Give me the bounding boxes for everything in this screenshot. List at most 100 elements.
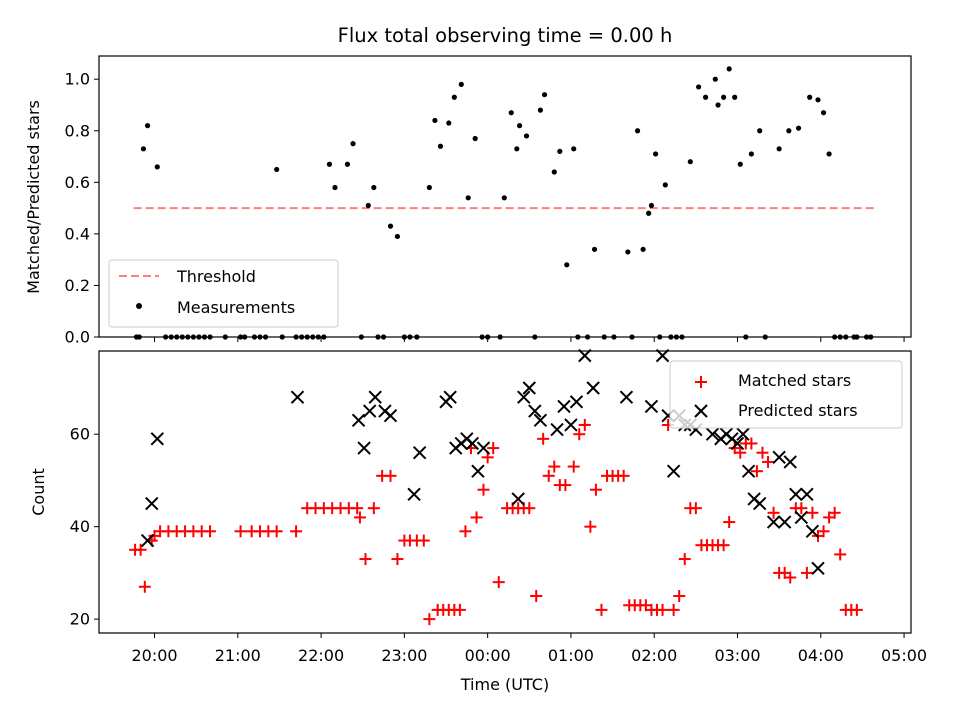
- measurement-point: [584, 334, 591, 340]
- matched-star-point: [806, 506, 819, 519]
- measurement-point: [174, 334, 180, 340]
- matched-star-point: [850, 603, 863, 616]
- measurement-point: [358, 334, 364, 340]
- measurement-point: [163, 334, 169, 340]
- measurement-point: [262, 334, 269, 340]
- measurement-point: [564, 262, 570, 268]
- top-y-tick-label: 0.0: [65, 328, 90, 347]
- measurement-point: [207, 334, 213, 340]
- matched-star-point: [523, 502, 536, 515]
- measurement-point: [479, 334, 485, 340]
- measurement-point: [310, 334, 316, 340]
- measurement-point: [523, 133, 530, 139]
- measurement-point: [571, 146, 577, 152]
- chart-title: Flux total observing time = 0.00 h: [338, 24, 673, 47]
- measurement-point: [737, 161, 743, 167]
- matched-star-point: [134, 543, 147, 556]
- x-tick-label: 02:00: [631, 646, 677, 665]
- measurement-point: [541, 92, 548, 98]
- measurement-point: [653, 151, 659, 157]
- measurement-point: [807, 94, 813, 100]
- measurement-point: [640, 246, 646, 252]
- matched-star-point: [367, 502, 380, 515]
- measurement-point: [557, 148, 563, 154]
- matched-star-point: [138, 580, 151, 593]
- measurement-point: [673, 334, 680, 340]
- matched-star-point: [784, 571, 797, 584]
- matched-star-point: [689, 502, 702, 515]
- measurement-point: [237, 334, 244, 340]
- measurement-point: [715, 102, 721, 108]
- measurement-point: [591, 246, 598, 252]
- measurement-point: [196, 334, 202, 340]
- measurement-point: [344, 161, 351, 167]
- predicted-star-point: [705, 427, 720, 441]
- x-tick-label: 00:00: [465, 646, 511, 665]
- matched-star-point: [453, 603, 466, 616]
- measurement-point: [394, 233, 401, 240]
- measurement-point: [625, 249, 631, 255]
- matched-star-point: [359, 553, 372, 566]
- measurement-point: [407, 334, 413, 340]
- matched-star-point: [459, 525, 472, 538]
- predicted-star-point: [362, 404, 377, 418]
- measurement-point: [144, 123, 151, 129]
- x-tick-label: 05:00: [881, 646, 927, 665]
- measurement-point: [501, 195, 507, 201]
- matched-star-point: [745, 437, 758, 450]
- predicted-star-point: [644, 399, 659, 414]
- measurement-point: [401, 334, 407, 340]
- matched-star-point: [800, 566, 813, 579]
- measurement-point: [634, 128, 641, 134]
- measurement-point: [551, 169, 557, 175]
- measurement-point: [843, 334, 849, 340]
- measurement-point: [868, 334, 874, 340]
- measurement-point: [648, 202, 655, 209]
- predicted-star-point: [383, 409, 398, 423]
- predicted-star-point: [476, 441, 491, 455]
- measurement-point: [458, 81, 464, 87]
- measurement-point: [371, 184, 377, 191]
- measurement-point: [726, 66, 732, 72]
- x-axis-label: Time (UTC): [460, 675, 549, 694]
- predicted-star-point: [666, 464, 681, 478]
- measurement-point: [837, 334, 843, 340]
- matched-star-point: [795, 502, 808, 515]
- matched-star-point: [530, 590, 543, 603]
- measurement-point: [154, 164, 160, 170]
- top-legend-measurements-label: Measurements: [177, 298, 295, 317]
- measurement-point: [721, 94, 727, 100]
- matched-star-point: [717, 539, 730, 552]
- predicted-star-point: [443, 390, 457, 404]
- predicted-star-point: [465, 436, 480, 451]
- predicted-star-point: [730, 436, 745, 451]
- predicted-star-point: [368, 390, 382, 404]
- matched-star-point: [584, 520, 597, 533]
- matched-star-point: [391, 553, 404, 566]
- predicted-star-point: [145, 496, 159, 511]
- matched-star-point: [353, 511, 366, 524]
- bottom-y-tick-label: 20: [70, 610, 90, 629]
- top-plot-marks: [133, 66, 877, 340]
- matched-star-point: [656, 603, 669, 616]
- measurement-point: [497, 334, 503, 340]
- top-legend-threshold-label: Threshold: [176, 267, 256, 286]
- predicted-star-point: [783, 455, 797, 469]
- measurement-point: [516, 123, 523, 129]
- measurement-point: [279, 334, 285, 340]
- top-legend-measurements-swatch: [136, 303, 142, 309]
- matched-star-point: [417, 534, 430, 547]
- measurement-point: [679, 334, 685, 340]
- matched-star-point: [204, 525, 217, 538]
- measurement-point: [293, 334, 299, 340]
- measurement-point: [762, 334, 768, 340]
- measurement-point: [387, 223, 394, 229]
- measurement-point: [299, 334, 305, 340]
- measurement-point: [757, 128, 763, 134]
- predicted-star-point: [150, 432, 165, 446]
- bottom-x-ticks: 20:00 21:00 22:00 23:00 00:00 01:00 02:00 03:00…: [131, 633, 927, 665]
- measurement-point: [863, 334, 870, 340]
- matched-star-point: [487, 442, 500, 455]
- predicted-star-point: [794, 510, 809, 525]
- x-tick-label: 21:00: [215, 646, 261, 665]
